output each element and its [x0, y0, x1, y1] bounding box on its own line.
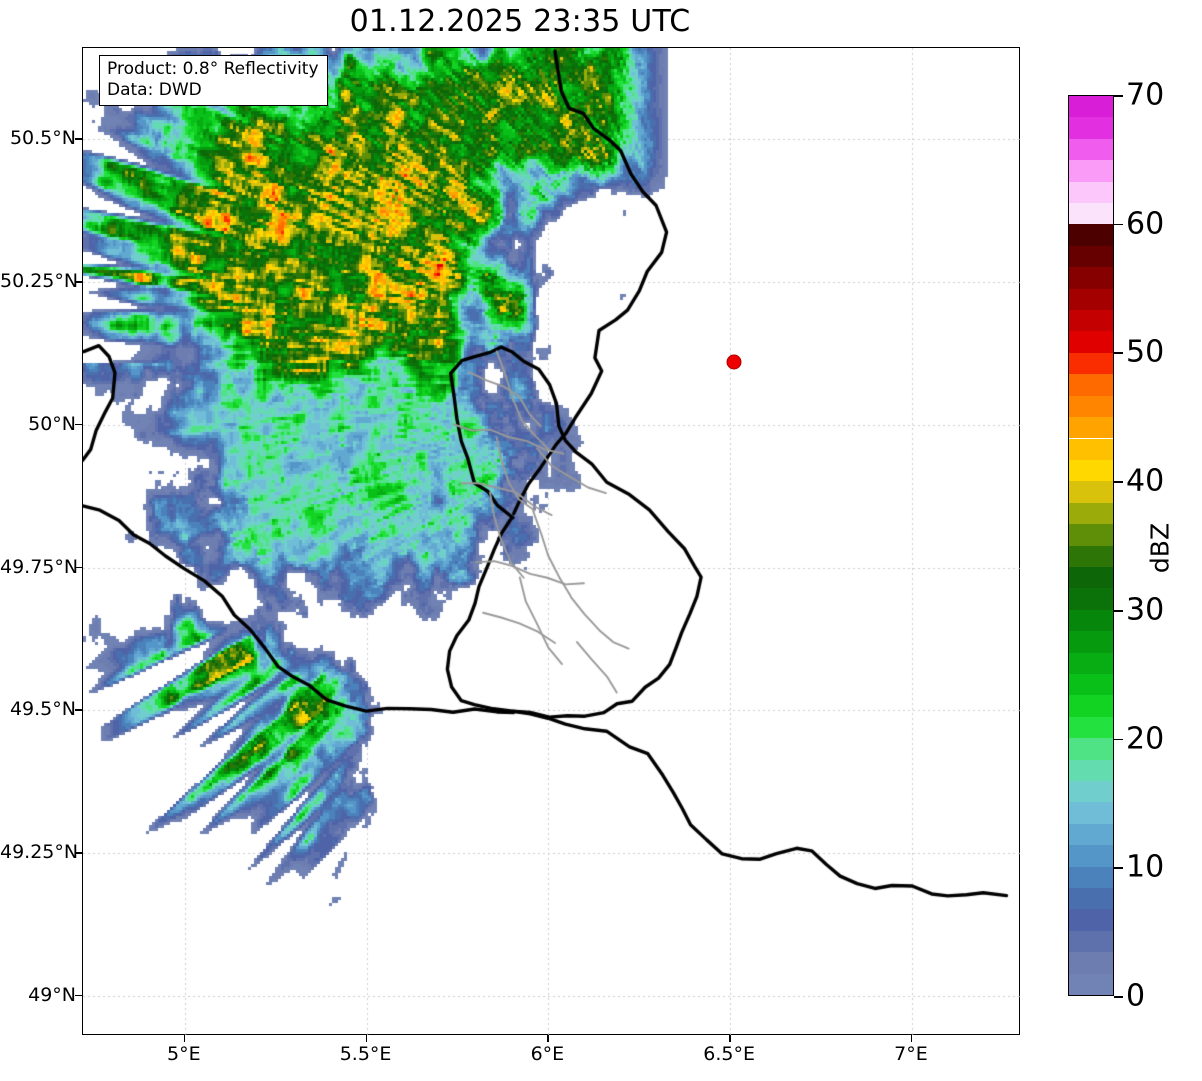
- longitude-tick-mark-2: [547, 1035, 549, 1042]
- colorbar-band-17: [1069, 609, 1113, 632]
- colorbar-band-36: [1069, 203, 1113, 225]
- colorbar-tick-mark-2: [1114, 738, 1123, 741]
- colorbar-band-24: [1069, 459, 1113, 482]
- colorbar-tick-mark-4: [1114, 481, 1123, 483]
- colorbar-band-15: [1069, 652, 1113, 674]
- radar-site-marker[interactable]: [726, 354, 742, 370]
- colorbar-band-7: [1069, 823, 1113, 846]
- colorbar-band-13: [1069, 695, 1113, 717]
- colorbar-band-11: [1069, 738, 1113, 760]
- colorbar-band-6: [1069, 845, 1113, 867]
- colorbar-band-22: [1069, 502, 1113, 525]
- colorbar-band-38: [1069, 160, 1113, 182]
- page-title: 01.12.2025 23:35 UTC: [349, 4, 691, 39]
- colorbar-band-35: [1069, 224, 1113, 246]
- latitude-tick-label-2: 50°N: [28, 412, 76, 435]
- colorbar-band-14: [1069, 673, 1113, 696]
- colorbar-band-30: [1069, 331, 1113, 353]
- colorbar-band-16: [1069, 631, 1113, 653]
- colorbar-band-27: [1069, 395, 1113, 418]
- colorbar-band-41: [1069, 96, 1113, 118]
- longitude-tick-label-4: 7°E: [894, 1043, 928, 1065]
- longitude-tick-label-2: 6°E: [530, 1043, 565, 1065]
- latitude-tick-mark-2: [75, 423, 82, 426]
- latitude-tick-label-1: 50.25°N: [0, 270, 79, 293]
- colorbar-band-12: [1069, 716, 1113, 739]
- longitude-tick-mark-4: [910, 1035, 913, 1042]
- colorbar-band-37: [1069, 181, 1113, 204]
- colorbar-band-9: [1069, 780, 1113, 803]
- colorbar-tick-label-6: 60: [1126, 206, 1165, 242]
- colorbar-band-25: [1069, 438, 1113, 460]
- product-info-box: Product: 0.8° Reflectivity Data: DWD: [99, 55, 328, 106]
- colorbar-band-39: [1069, 138, 1113, 161]
- latitude-tick-label-4: 49.5°N: [9, 698, 76, 721]
- latitude-tick-mark-1: [75, 281, 82, 283]
- colorbar-tick-label-4: 40: [1126, 463, 1165, 499]
- longitude-tick-mark-1: [365, 1035, 367, 1042]
- latitude-tick-label-0: 50.5°N: [9, 127, 76, 150]
- colorbar-tick-label-5: 50: [1126, 334, 1165, 370]
- colorbar-band-5: [1069, 866, 1113, 888]
- colorbar-band-4: [1069, 888, 1113, 910]
- colorbar-band-40: [1069, 117, 1113, 139]
- colorbar-tick-label-0: 0: [1126, 978, 1146, 1014]
- colorbar-band-1: [1069, 952, 1113, 974]
- colorbar-tick-mark-1: [1114, 867, 1123, 869]
- longitude-tick-label-3: 6.5°E: [703, 1043, 756, 1065]
- colorbar-band-19: [1069, 566, 1113, 589]
- colorbar-band-34: [1069, 245, 1113, 268]
- data-source-line: Data: DWD: [107, 80, 202, 100]
- longitude-tick-label-1: 5.5°E: [339, 1043, 392, 1065]
- longitude-tick-mark-0: [183, 1035, 186, 1042]
- colorbar-band-18: [1069, 588, 1113, 610]
- product-line: Product: 0.8° Reflectivity: [107, 59, 319, 79]
- latitude-tick-label-5: 49.25°N: [0, 841, 79, 864]
- colorbar-band-8: [1069, 802, 1113, 824]
- colorbar-band-0: [1069, 973, 1113, 995]
- reflectivity-colorbar[interactable]: [1068, 95, 1114, 996]
- colorbar-tick-label-1: 10: [1126, 849, 1165, 885]
- colorbar-band-26: [1069, 417, 1113, 439]
- colorbar-band-28: [1069, 374, 1113, 396]
- colorbar-tick-label-7: 70: [1126, 77, 1165, 113]
- latitude-tick-mark-3: [75, 566, 82, 569]
- colorbar-tick-mark-6: [1114, 223, 1123, 226]
- latitude-tick-mark-0: [75, 138, 82, 140]
- colorbar-tick-mark-0: [1114, 996, 1123, 998]
- latitude-tick-mark-4: [75, 709, 82, 711]
- longitude-tick-mark-3: [729, 1035, 731, 1042]
- latitude-tick-label-3: 49.75°N: [0, 555, 79, 578]
- latitude-tick-mark-5: [75, 852, 82, 854]
- colorbar-tick-mark-3: [1114, 609, 1123, 612]
- colorbar-band-3: [1069, 909, 1113, 931]
- colorbar-band-23: [1069, 481, 1113, 503]
- colorbar-band-29: [1069, 352, 1113, 375]
- map-borders-layer: [83, 48, 1021, 1036]
- colorbar-unit-label: dBZ: [1145, 522, 1175, 574]
- colorbar-band-33: [1069, 267, 1113, 289]
- radar-map-plot[interactable]: Product: 0.8° Reflectivity Data: DWD: [82, 47, 1021, 1036]
- colorbar-tick-mark-5: [1114, 352, 1123, 355]
- colorbar-band-21: [1069, 524, 1113, 546]
- colorbar-band-32: [1069, 288, 1113, 311]
- latitude-tick-mark-6: [75, 995, 82, 997]
- latitude-tick-label-6: 49°N: [28, 984, 76, 1007]
- longitude-tick-label-0: 5°E: [167, 1043, 201, 1065]
- colorbar-tick-label-3: 30: [1126, 592, 1165, 628]
- colorbar-tick-mark-7: [1114, 95, 1123, 97]
- colorbar-band-10: [1069, 759, 1113, 781]
- colorbar-band-2: [1069, 930, 1113, 953]
- colorbar-tick-label-2: 20: [1126, 721, 1165, 757]
- colorbar-band-31: [1069, 310, 1113, 332]
- colorbar-band-20: [1069, 545, 1113, 567]
